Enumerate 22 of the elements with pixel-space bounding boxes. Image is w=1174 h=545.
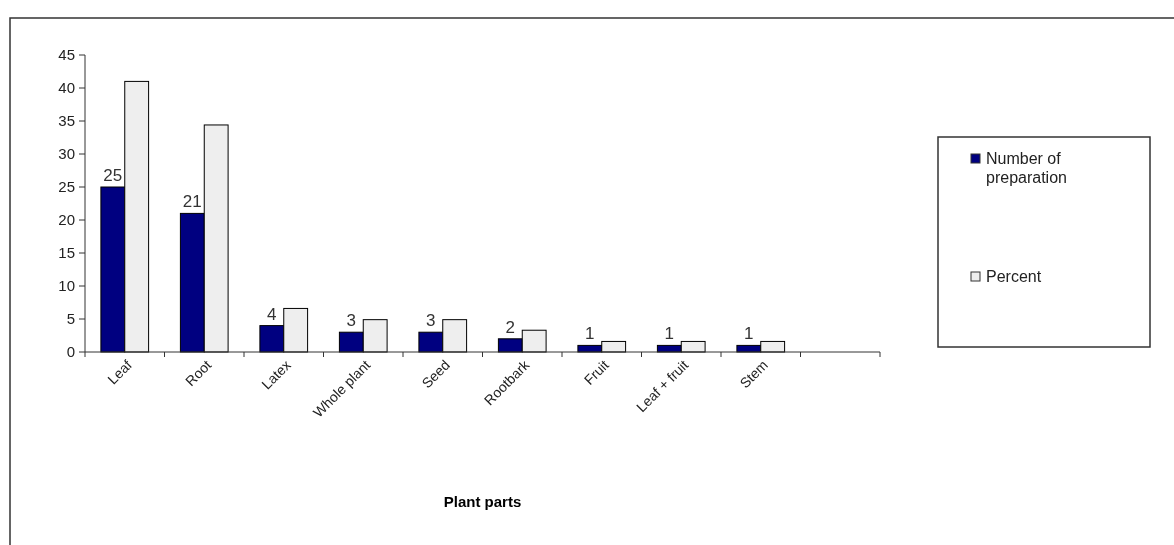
legend-label: Number of preparation (986, 149, 1067, 186)
y-tick-label: 35 (58, 112, 75, 130)
x-axis-title: Plant parts (443, 493, 522, 510)
data-label: 2 (505, 317, 516, 337)
y-tick-label: 0 (66, 343, 75, 361)
data-label: 3 (426, 311, 436, 331)
data-label: 21 (182, 192, 202, 212)
data-label: 1 (664, 324, 675, 344)
y-tick-label: 45 (58, 46, 75, 64)
y-tick-label: 15 (58, 244, 75, 262)
legend-label: Percent (986, 267, 1042, 285)
y-tick-label: 20 (58, 211, 75, 229)
y-tick-label: 10 (58, 277, 75, 295)
y-tick-label: 40 (58, 79, 75, 97)
data-label: 4 (267, 304, 277, 324)
data-label: 25 (103, 166, 123, 185)
y-tick-label: 5 (66, 310, 75, 328)
data-label: 1 (585, 324, 595, 344)
data-label: 1 (744, 324, 754, 344)
y-tick-label: 30 (58, 145, 75, 163)
y-tick-label: 25 (58, 178, 75, 196)
data-label: 3 (346, 311, 357, 331)
